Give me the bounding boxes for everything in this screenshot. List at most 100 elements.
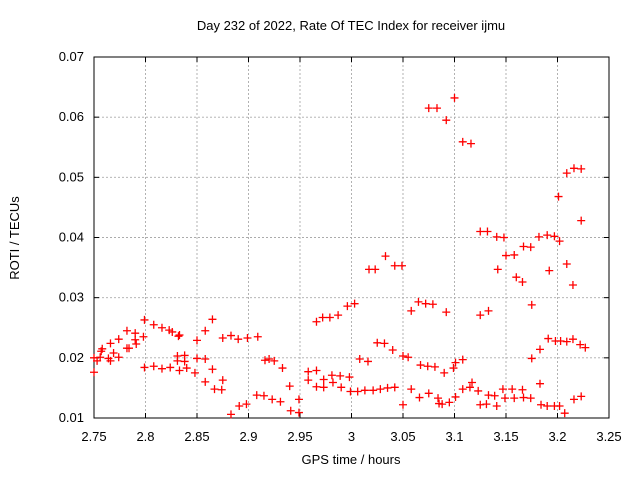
data-point-marker xyxy=(421,299,430,308)
data-point-marker xyxy=(518,278,527,287)
data-point-marker xyxy=(253,332,262,341)
data-point-marker xyxy=(318,313,327,322)
x-tick-label: 2.75 xyxy=(81,429,106,444)
y-tick-label: 0.01 xyxy=(59,410,84,425)
data-point-marker xyxy=(114,335,123,344)
data-point-marker xyxy=(312,317,321,326)
data-point-marker xyxy=(304,367,313,376)
data-point-marker xyxy=(458,385,467,394)
data-point-marker xyxy=(449,364,458,373)
data-point-marker xyxy=(399,352,407,361)
data-point-marker xyxy=(428,300,437,309)
data-point-marker xyxy=(465,383,474,392)
data-point-marker xyxy=(106,356,115,365)
data-point-marker xyxy=(201,355,210,364)
data-point-marker xyxy=(568,281,577,290)
data-point-marker xyxy=(260,356,269,365)
data-point-marker xyxy=(259,391,268,400)
data-point-marker xyxy=(519,242,528,251)
data-point-marker xyxy=(208,365,217,374)
x-axis-label: GPS time / hours xyxy=(302,452,401,467)
data-point-marker xyxy=(125,344,134,353)
y-tick-label: 0.05 xyxy=(59,169,84,184)
data-point-marker xyxy=(355,355,364,364)
data-point-marker xyxy=(466,139,475,148)
data-point-marker xyxy=(568,335,577,344)
x-tick-label: 2.85 xyxy=(184,429,209,444)
data-point-marker xyxy=(312,366,321,375)
data-point-marker xyxy=(508,385,517,394)
data-point-marker xyxy=(343,302,352,311)
data-point-marker xyxy=(527,354,536,363)
data-point-marker xyxy=(434,394,443,403)
data-point-marker xyxy=(268,395,277,404)
data-point-marker xyxy=(438,400,447,409)
data-point-marker xyxy=(312,382,321,391)
data-point-marker xyxy=(399,400,407,409)
data-point-marker xyxy=(415,393,424,402)
data-point-marker xyxy=(131,335,140,344)
data-point-marker xyxy=(458,137,467,146)
data-point-marker xyxy=(336,371,345,380)
data-point-marker xyxy=(554,192,563,201)
data-point-marker xyxy=(132,339,141,348)
x-tick-label: 3.25 xyxy=(596,429,621,444)
data-point-marker xyxy=(325,313,334,322)
data-point-marker xyxy=(492,232,501,241)
data-point-marker xyxy=(442,308,451,317)
data-point-marker xyxy=(166,363,175,372)
data-point-marker xyxy=(157,323,166,332)
data-point-marker xyxy=(226,331,235,340)
data-point-marker xyxy=(537,400,546,409)
x-tick-label: 3.1 xyxy=(445,429,463,444)
data-point-marker xyxy=(424,104,433,113)
data-point-marker xyxy=(373,338,382,347)
data-point-marker xyxy=(493,265,502,274)
data-point-marker xyxy=(510,394,519,403)
data-point-marker xyxy=(217,385,226,394)
data-point-marker xyxy=(353,387,362,396)
data-point-marker xyxy=(544,334,553,343)
data-point-marker xyxy=(390,261,399,270)
data-point-marker xyxy=(337,383,346,392)
data-point-marker xyxy=(304,376,313,385)
data-point-marker xyxy=(404,353,413,362)
chart-title: Day 232 of 2022, Rate Of TEC Index for r… xyxy=(197,18,505,33)
data-point-marker xyxy=(562,169,571,178)
data-point-marker xyxy=(346,387,355,396)
data-point-marker xyxy=(414,297,423,306)
data-point-marker xyxy=(535,379,544,388)
data-point-marker xyxy=(474,386,483,395)
data-point-marker xyxy=(369,386,378,395)
data-point-marker xyxy=(380,339,389,348)
data-point-marker xyxy=(182,364,191,373)
data-point-marker xyxy=(319,383,328,392)
data-point-marker xyxy=(242,400,251,409)
data-point-marker xyxy=(328,378,337,387)
data-point-marker xyxy=(201,377,210,386)
data-point-marker xyxy=(484,306,493,315)
data-point-marker xyxy=(535,345,544,354)
y-tick-label: 0.07 xyxy=(59,49,84,64)
data-point-marker xyxy=(193,354,201,363)
data-point-marker xyxy=(175,330,184,339)
data-point-marker xyxy=(527,300,536,309)
data-point-marker xyxy=(363,357,372,366)
data-point-marker xyxy=(543,231,552,240)
x-tick-label: 2.9 xyxy=(239,429,257,444)
data-point-marker xyxy=(319,375,328,384)
x-tick-label: 3.2 xyxy=(548,429,566,444)
data-point-marker xyxy=(569,164,578,173)
data-point-marker xyxy=(157,364,166,373)
data-point-marker xyxy=(500,394,509,403)
plot-border xyxy=(93,56,610,419)
data-point-marker xyxy=(445,398,454,407)
data-point-marker xyxy=(555,237,564,246)
data-point-marker xyxy=(490,391,499,400)
data-point-marker xyxy=(581,343,590,352)
data-point-marker xyxy=(350,299,359,308)
data-point-marker xyxy=(360,386,369,395)
data-point-marker xyxy=(149,362,158,371)
data-point-marker xyxy=(278,364,287,373)
data-point-marker xyxy=(234,335,243,344)
